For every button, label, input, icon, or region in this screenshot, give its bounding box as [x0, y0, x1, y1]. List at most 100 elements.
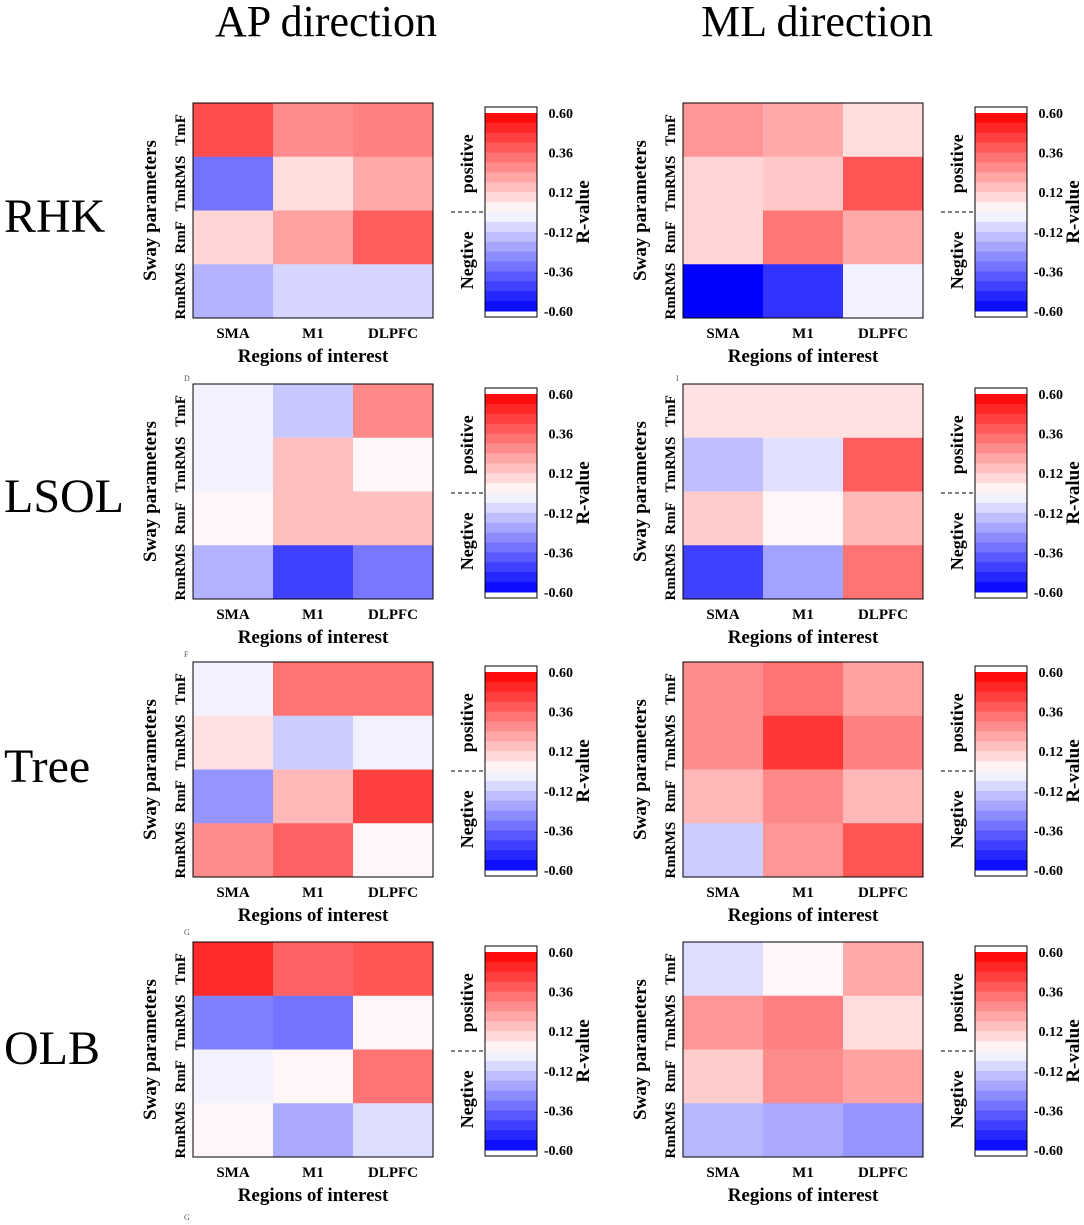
- heatmap-cell: [193, 491, 274, 546]
- colorbar-band: [975, 1051, 1027, 1062]
- heatmap-cell: [683, 995, 764, 1050]
- colorbar-tick-label: 0.36: [1039, 986, 1064, 1001]
- colorbar-band: [485, 860, 537, 871]
- colorbar-band: [975, 1011, 1027, 1022]
- positive-label: positive: [947, 973, 967, 1032]
- x-axis-label: Regions of interest: [238, 905, 389, 926]
- colorbar-band: [975, 182, 1027, 193]
- colorbar-band: [975, 981, 1027, 993]
- heatmap-cell: [763, 491, 844, 546]
- heatmap-cell: [353, 384, 434, 439]
- heatmap-cell: [843, 545, 924, 600]
- colorbar-frame: [974, 945, 1028, 1157]
- heatmap-cell: [763, 769, 844, 824]
- heatmap-cell: [763, 1103, 844, 1158]
- colorbar-band: [975, 512, 1027, 524]
- x-tick-label: M1: [792, 885, 814, 901]
- heatmap-cell: [273, 264, 354, 319]
- heatmap-cell: [683, 156, 764, 211]
- y-tick-label: RmRMS: [173, 263, 189, 320]
- colorbar-band: [485, 1051, 537, 1062]
- row-label-olb: OLB: [4, 1022, 100, 1075]
- heatmap-cell: [763, 995, 844, 1050]
- colorbar-tick-label: -0.36: [544, 265, 573, 280]
- colorbar-band: [485, 1100, 537, 1111]
- colorbar-band: [975, 800, 1027, 812]
- heatmap-cell: [273, 715, 354, 770]
- colorbar-band: [485, 780, 537, 792]
- heatmap-cell: [843, 1103, 924, 1158]
- heatmap-cell: [763, 545, 844, 600]
- colorbar-band: [975, 202, 1027, 213]
- colorbar-tick-label: -0.36: [544, 546, 573, 561]
- heatmap-cell: [193, 264, 274, 319]
- colorbar-tick-label: -0.60: [1034, 864, 1063, 879]
- colorbar-band: [975, 562, 1027, 573]
- colorbar-tick-label: 0.36: [549, 147, 574, 162]
- colorbar-tick-label: -0.36: [544, 1104, 573, 1119]
- colorbar-band: [485, 512, 537, 524]
- x-tick-label: SMA: [706, 326, 740, 342]
- colorbar-band: [485, 301, 537, 312]
- colorbar-label: R-value: [573, 461, 594, 524]
- colorbar-band: [975, 820, 1027, 831]
- colorbar-band: [485, 761, 537, 772]
- y-axis-label: Sway parameters: [140, 699, 161, 840]
- colorbar-tick-label: -0.60: [544, 864, 573, 879]
- heatmap-cell: [763, 662, 844, 717]
- colorbar-band: [485, 840, 537, 851]
- x-tick-label: SMA: [216, 1165, 250, 1181]
- colorbar-band: [975, 761, 1027, 772]
- colorbar-band: [975, 453, 1027, 464]
- y-tick-label: RmRMS: [663, 544, 679, 601]
- heatmap-cell: [353, 437, 434, 492]
- colorbar-band: [975, 532, 1027, 543]
- colorbar-band: [485, 830, 537, 841]
- y-tick-label: RmF: [173, 221, 189, 254]
- y-tick-label: RmRMS: [173, 1102, 189, 1159]
- heatmap-frame: [682, 102, 924, 319]
- colorbar-band: [485, 721, 537, 732]
- y-axis-label: Sway parameters: [630, 699, 651, 840]
- colorbar-band: [485, 1120, 537, 1131]
- colorbar-band: [485, 790, 537, 802]
- negative-label: Negtive: [457, 1070, 477, 1128]
- y-tick-label: TmF: [173, 395, 189, 427]
- colorbar-tick-label: 0.36: [1039, 147, 1064, 162]
- colorbar-band: [975, 251, 1027, 262]
- colorbar-tick-label: -0.60: [544, 586, 573, 601]
- heatmap-cell: [193, 1049, 274, 1104]
- colorbar-band: [975, 691, 1027, 703]
- positive-label: positive: [947, 693, 967, 752]
- x-axis-label: Regions of interest: [728, 627, 879, 648]
- colorbar-frame: [974, 665, 1028, 877]
- colorbar-band: [975, 212, 1027, 223]
- colorbar-band: [485, 1031, 537, 1042]
- colorbar-tick-label: 0.36: [549, 706, 574, 721]
- y-axis-label: Sway parameters: [140, 140, 161, 281]
- colorbar-band: [975, 672, 1027, 683]
- colorbar-band: [975, 281, 1027, 292]
- heatmap-cell: [193, 995, 274, 1050]
- colorbar-band: [975, 403, 1027, 415]
- heatmap-cell: [273, 437, 354, 492]
- colorbar-tick-label: -0.12: [1034, 226, 1063, 241]
- heatmap-cell: [273, 545, 354, 600]
- colorbar-label: R-value: [1063, 180, 1084, 243]
- colorbar-band: [975, 261, 1027, 272]
- y-tick-label: RmF: [173, 502, 189, 535]
- colorbar-tick-label: -0.12: [1034, 1065, 1063, 1080]
- colorbar-band: [975, 790, 1027, 802]
- heatmap-cell: [353, 156, 434, 211]
- heatmap-cell: [683, 823, 764, 878]
- colorbar-label: R-value: [1063, 461, 1084, 524]
- heatmap-cell: [193, 1103, 274, 1158]
- colorbar-band: [485, 1140, 537, 1151]
- colorbar-tick-label: 0.60: [549, 388, 574, 403]
- colorbar-band: [975, 522, 1027, 534]
- heatmap-cell: [843, 942, 924, 997]
- colorbar: 0.60 0.36 0.12 -0.12 -0.36 -0.60 positive Negti…: [451, 106, 594, 320]
- heatmap-cell: [843, 715, 924, 770]
- colorbar-band: [485, 172, 537, 183]
- colorbar-band: [975, 473, 1027, 484]
